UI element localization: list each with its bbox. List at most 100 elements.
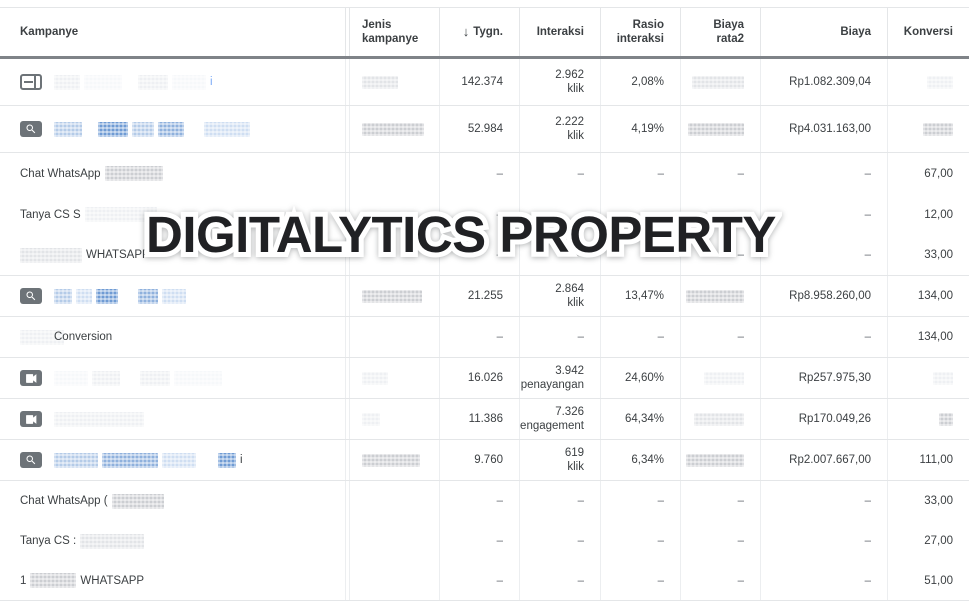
column-header-jenis-kampanye[interactable]: Jenis kampanye: [350, 8, 440, 56]
conversion-action-row: Conversion – – – – – 134,00: [0, 317, 969, 358]
campaign-row: 16.026 3.942 penayangan 24,60% Rp257.975,30: [0, 358, 969, 399]
column-header-kampanye[interactable]: Kampanye: [0, 8, 346, 56]
interaksi-value: –: [577, 167, 584, 180]
rasio-value: –: [657, 535, 664, 547]
cell-konversi: 111,00: [888, 440, 969, 480]
conversion-action-row: 1 WHATSAPP – – – – – 51,00: [0, 561, 969, 601]
redacted-text: [54, 288, 72, 304]
cell-tygn: 9.760: [440, 440, 520, 480]
redacted-text: [172, 74, 206, 90]
cell-kampanye: Chat WhatsApp: [0, 153, 346, 194]
campaign-label: 1: [20, 574, 27, 587]
interaksi-number: 7.326: [555, 406, 584, 418]
redacted-text: [686, 289, 744, 303]
cell-kampanye[interactable]: [0, 106, 346, 152]
cell-biaya-rata2: [681, 440, 761, 480]
konversi-value: 67,00: [924, 167, 953, 180]
video-campaign-icon: [20, 411, 42, 427]
conversion-action-row: WHATSAPP – – – – – 33,00: [0, 235, 969, 276]
conversion-action-row: Chat WhatsApp (– – – – – 33,00: [0, 481, 969, 521]
tygn-value: –: [496, 495, 503, 507]
frozen-column-divider: [346, 235, 350, 275]
cell-rasio-interaksi: 4,19%: [601, 106, 681, 152]
redacted-text: [162, 452, 196, 468]
interaksi-number: 3.942: [555, 365, 584, 377]
column-header-tygn[interactable]: ↓ Tygn.: [440, 8, 520, 56]
tygn-value: –: [496, 167, 503, 180]
rasio-value: –: [657, 495, 664, 507]
cell-rasio-interaksi: –: [601, 481, 681, 521]
rasio-value: –: [657, 167, 664, 180]
campaign-label: Tanya CS :: [20, 535, 77, 547]
frozen-column-divider: [346, 521, 350, 561]
interaksi-value: –: [577, 208, 584, 221]
interaksi-unit: engagement: [520, 420, 584, 432]
biaya-value: –: [864, 249, 871, 261]
cell-kampanye[interactable]: i: [0, 440, 346, 480]
redacted-text: [54, 370, 88, 386]
frozen-column-divider: [346, 153, 350, 194]
redacted-text: [54, 121, 82, 137]
frozen-column-divider: [346, 8, 350, 56]
biaya-value: –: [864, 208, 871, 221]
cell-kampanye[interactable]: i: [0, 59, 346, 105]
column-header-konversi[interactable]: Konversi: [903, 26, 953, 38]
column-header-rasio-interaksi[interactable]: Rasio interaksi: [601, 8, 681, 56]
column-header-interaksi[interactable]: Interaksi: [520, 8, 601, 56]
redacted-text: [927, 75, 953, 89]
table-top-divider: [0, 0, 969, 8]
cell-konversi: 67,00: [888, 153, 969, 194]
table-header-row: Kampanye Jenis kampanye ↓ Tygn. Interaksi…: [0, 8, 969, 59]
frozen-column-divider: [346, 59, 350, 105]
tygn-value: –: [496, 249, 503, 261]
frozen-column-divider: [346, 106, 350, 152]
column-header-biaya-rata2[interactable]: Biaya rata2: [681, 8, 761, 56]
cell-konversi: 33,00: [888, 235, 969, 275]
redacted-text: [126, 74, 134, 90]
tygn-value: 11.386: [468, 413, 503, 425]
cell-biaya: –: [761, 317, 888, 357]
redacted-text: [933, 371, 953, 385]
redacted-text: [923, 122, 953, 136]
cell-kampanye[interactable]: [0, 276, 346, 316]
tygn-value: –: [496, 208, 503, 221]
cell-konversi: [888, 59, 969, 105]
redacted-text: [362, 453, 420, 467]
cell-interaksi: 7.326 engagement: [520, 399, 601, 439]
cell-rasio-interaksi: 6,34%: [601, 440, 681, 480]
interaksi-number: 2.864: [555, 283, 584, 295]
campaign-label-suffix: i: [240, 454, 243, 466]
redacted-text: [76, 288, 92, 304]
redacted-text: [362, 75, 398, 89]
redacted-text: [92, 370, 120, 386]
redacted-text: [80, 533, 145, 549]
cell-kampanye[interactable]: [0, 399, 346, 439]
cell-rasio-interaksi: –: [601, 235, 681, 275]
cell-jenis-kampanye: [350, 440, 440, 480]
interaksi-value: 3.942 penayangan: [521, 364, 584, 392]
redacted-text: [362, 122, 424, 136]
interaksi-value: 7.326 engagement: [520, 405, 584, 433]
redacted-text: [362, 371, 388, 385]
frozen-column-divider: [346, 276, 350, 316]
cell-interaksi: 2.962 klik: [520, 59, 601, 105]
cell-biaya: Rp2.007.667,00: [761, 440, 888, 480]
biaya-rata2-value: –: [737, 535, 744, 547]
cell-rasio-interaksi: 13,47%: [601, 276, 681, 316]
konversi-value: 51,00: [924, 574, 953, 587]
campaign-label-suffix: i: [210, 76, 213, 88]
cell-biaya: Rp170.049,26: [761, 399, 888, 439]
cell-konversi: 12,00: [888, 194, 969, 235]
interaksi-number: 619: [564, 447, 584, 459]
redacted-text: [688, 122, 744, 136]
cell-konversi: [888, 399, 969, 439]
konversi-value: 12,00: [924, 208, 953, 221]
redacted-text: [104, 166, 163, 181]
cell-rasio-interaksi: –: [601, 561, 681, 600]
cell-biaya-rata2: –: [681, 561, 761, 600]
cell-kampanye[interactable]: [0, 358, 346, 398]
cell-interaksi: –: [520, 317, 601, 357]
column-header-biaya[interactable]: Biaya: [761, 8, 888, 56]
tygn-value: 16.026: [467, 372, 503, 384]
